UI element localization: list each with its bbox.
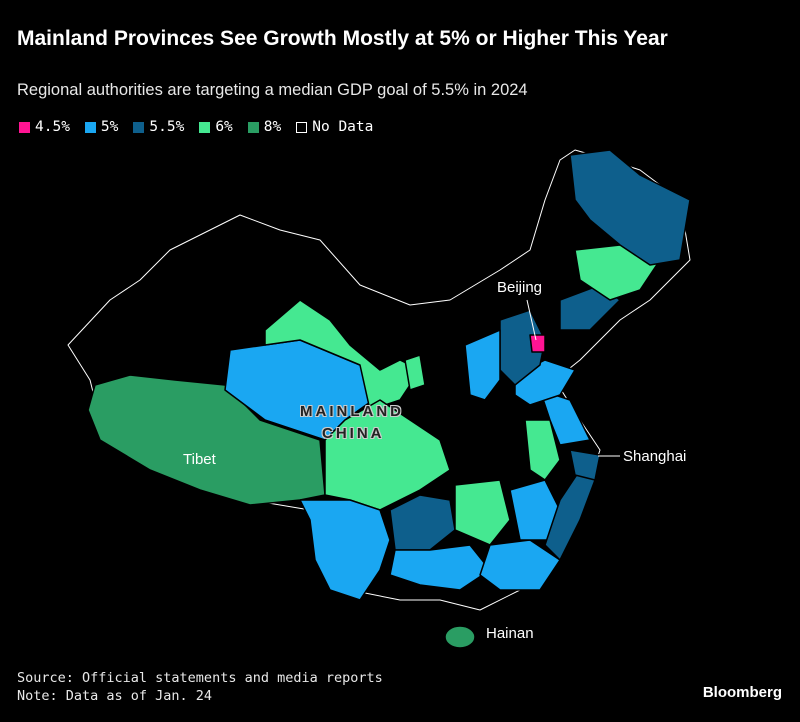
province-sichuan [324,399,451,511]
legend-swatch [199,121,211,133]
province-beijing [529,334,546,353]
legend-item-5-5: 5.5% [133,119,184,135]
province-yunnan [299,499,391,601]
label-mainland: MAINLAND [300,403,404,420]
province-guangxi [389,544,491,591]
province-tibet [87,374,326,506]
legend-swatch [84,121,96,133]
legend-item-no-data: No Data [296,119,373,135]
label-shanghai: Shanghai [623,448,687,465]
province-hainan [444,625,476,649]
label-beijing: Beijing [497,279,543,296]
label-hainan: Hainan [486,625,534,642]
legend-swatch [296,121,308,133]
legend-item-5: 5% [84,119,119,135]
legend-item-6: 6% [199,119,233,135]
label-china: CHINA [322,425,385,442]
legend-swatch [19,121,30,133]
legend: 4.5% 5% 5.5% 6% 8% No Data [19,119,373,135]
legend-label: 6% [215,119,233,135]
label-mainland-china: MAINLAND CHINA [300,401,404,445]
legend-item-4-5: 4.5% [19,119,70,135]
province-anhui [524,419,561,481]
legend-label: 4.5% [35,119,70,135]
province-jiangsu [539,389,591,446]
chart-subtitle: Regional authorities are targeting a med… [17,81,528,99]
beijing-leader-line [526,299,537,341]
province-hunan [454,479,511,546]
province-zhejiang [569,449,601,481]
label-tibet: Tibet [183,451,216,468]
legend-swatch [247,121,259,133]
province-heilongjiang [569,149,691,266]
legend-label: 5.5% [149,119,185,135]
province-ningxia [404,354,426,391]
legend-label: 8% [263,119,282,135]
source-note: Source: Official statements and media re… [17,670,383,686]
legend-swatch [133,121,145,133]
legend-label: No Data [312,119,374,135]
chart-title: Mainland Provinces See Growth Mostly at … [17,27,668,50]
bloomberg-logo: Bloomberg [702,684,782,701]
data-note: Note: Data as of Jan. 24 [17,688,213,704]
legend-label: 5% [100,119,119,135]
legend-item-8: 8% [247,119,282,135]
province-shanxi [464,329,501,401]
